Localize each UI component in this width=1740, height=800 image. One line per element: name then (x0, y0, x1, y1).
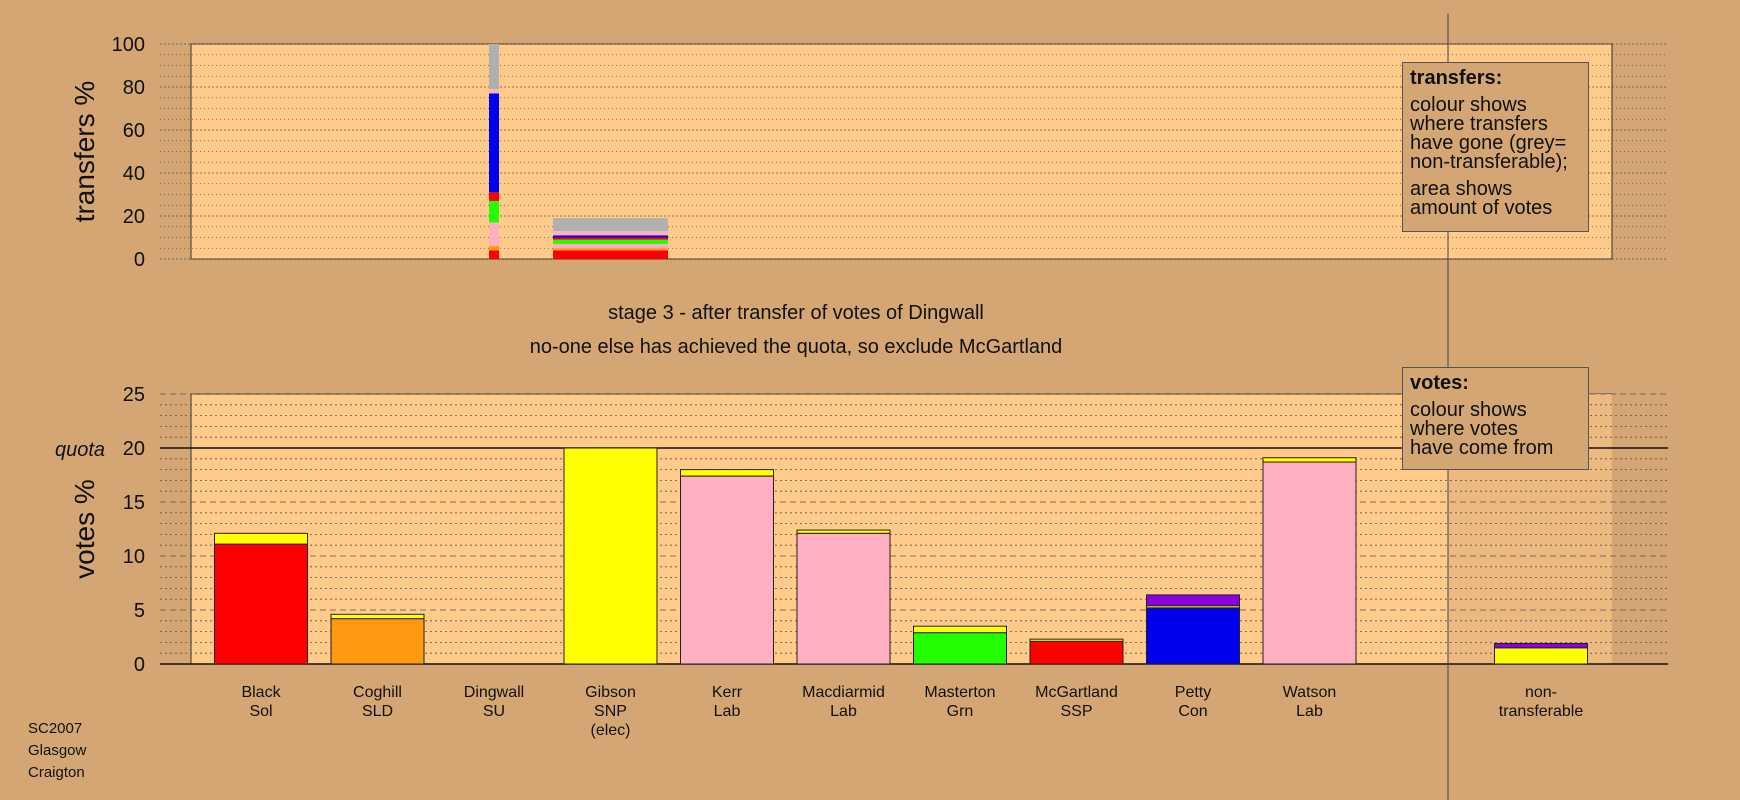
votes-y-tick-label: 20 (123, 438, 145, 460)
transfers-y-tick-label: 80 (123, 77, 145, 99)
transfers-y-axis-title: transfers % (69, 81, 100, 223)
transfers-y-tick-label: 60 (123, 120, 145, 142)
vote-bar-segment (1146, 594, 1240, 607)
transfer-bar-segment (489, 250, 499, 259)
votes-y-tick-label: 0 (134, 654, 145, 676)
transfers-note-line: non-transferable); (1410, 151, 1568, 173)
transfer-bar-segment (489, 93, 499, 193)
transfers-y-tick-label: 0 (134, 249, 145, 271)
candidate-label: non- (1525, 684, 1557, 701)
candidate-label: Coghill (353, 684, 402, 701)
transfers-note-line: area shows (1410, 178, 1513, 200)
transfers-note: transfers: colour shows where transfers … (1402, 62, 1589, 232)
ward-name: Craigton (28, 764, 85, 781)
votes-y-tick-label: 15 (123, 492, 145, 514)
vote-bar-segment (330, 613, 425, 620)
votes-note-heading: votes: (1410, 372, 1469, 394)
vote-bar-segment (1029, 640, 1124, 665)
candidate-label: Macdiarmid (802, 684, 885, 701)
vote-bar-segment (913, 625, 1007, 634)
transfer-bar-segment (553, 237, 668, 240)
transfer-bar-segment (553, 243, 668, 249)
candidate-label: McGartland (1035, 684, 1118, 701)
vote-bar-segment (1146, 607, 1240, 665)
vote-bar-segment (796, 529, 891, 534)
candidate-label: SLD (362, 703, 393, 720)
transfers-note-line: colour shows (1410, 94, 1527, 116)
council-name: Glasgow (28, 742, 87, 759)
votes-y-tick-label: 25 (123, 384, 145, 406)
election-name: SC2007 (28, 720, 83, 737)
transfers-note-line: where transfers (1410, 113, 1548, 135)
candidate-label: Masterton (924, 684, 995, 701)
transfer-bar-segment (489, 222, 499, 247)
vote-bar-segment (680, 469, 774, 477)
transfers-note-heading: transfers: (1410, 67, 1503, 89)
votes-y-tick-label: 10 (123, 546, 145, 568)
transfers-y-tick-label: 100 (112, 34, 145, 56)
candidate-label: transferable (1499, 703, 1584, 720)
transfer-bar-segment (489, 89, 499, 94)
transfers-y-tick-label: 20 (123, 206, 145, 228)
votes-note: votes: colour shows where votes have com… (1402, 367, 1589, 470)
candidate-label: (elec) (590, 722, 630, 739)
candidate-label: Sol (249, 703, 272, 720)
vote-bar-segment (214, 543, 308, 665)
transfer-bar-segment (553, 218, 668, 232)
vote-bar-segment (1262, 457, 1357, 463)
transfer-bar-segment (553, 250, 668, 259)
candidate-label: Black (241, 684, 281, 701)
candidate-label: SNP (594, 703, 627, 720)
candidate-label: Lab (1296, 703, 1323, 720)
election-info: SC2007 Glasgow Craigton (28, 718, 86, 784)
votes-y-axis-title: votes % (69, 479, 100, 579)
votes-y-tick-label: 5 (134, 600, 145, 622)
stage-caption: stage 3 - after transfer of votes of Din… (608, 302, 984, 324)
vote-bar-segment (913, 632, 1007, 665)
candidate-label: SSP (1060, 703, 1092, 720)
candidate-label: Lab (830, 703, 857, 720)
vote-bar-segment (214, 532, 308, 545)
votes-note-line: colour shows (1410, 399, 1527, 421)
vote-bar-segment (680, 475, 774, 665)
candidate-label: Petty (1175, 684, 1211, 701)
transfer-bar-segment (553, 248, 668, 251)
transfer-bar-segment (489, 44, 499, 90)
transfer-bar-segment (489, 246, 499, 251)
candidate-label: Kerr (712, 684, 743, 701)
transfers-note-line: have gone (grey= (1410, 132, 1567, 154)
transfer-bar-segment (553, 239, 668, 244)
vote-bar-segment (563, 447, 658, 665)
votes-note-line: where votes (1410, 418, 1518, 440)
candidate-label: Gibson (585, 684, 636, 701)
vote-bar-segment (1494, 642, 1588, 649)
transfers-plot-area (190, 43, 1613, 260)
vote-bar-segment (1262, 461, 1357, 665)
candidate-label: SU (483, 703, 505, 720)
transfer-bar-segment (553, 235, 668, 238)
transfers-note-line: amount of votes (1410, 197, 1553, 219)
candidate-label: Grn (947, 703, 974, 720)
vote-bar-segment (1029, 638, 1124, 642)
votes-note-line: have come from (1410, 437, 1554, 459)
transfer-bar-segment (489, 192, 499, 201)
transfer-bar-segment (489, 200, 499, 223)
transfers-y-tick-label: 40 (123, 163, 145, 185)
transfer-bar-segment (553, 231, 668, 236)
vote-bar-segment (1494, 647, 1588, 665)
candidate-label: Watson (1283, 684, 1337, 701)
candidate-label: Con (1178, 703, 1207, 720)
candidate-label: Dingwall (464, 684, 524, 701)
candidate-label: Lab (714, 703, 741, 720)
vote-bar-segment (330, 618, 425, 665)
action-caption: no-one else has achieved the quota, so e… (530, 336, 1063, 358)
vote-bar-segment (796, 532, 891, 665)
quota-label: quota (55, 439, 105, 461)
